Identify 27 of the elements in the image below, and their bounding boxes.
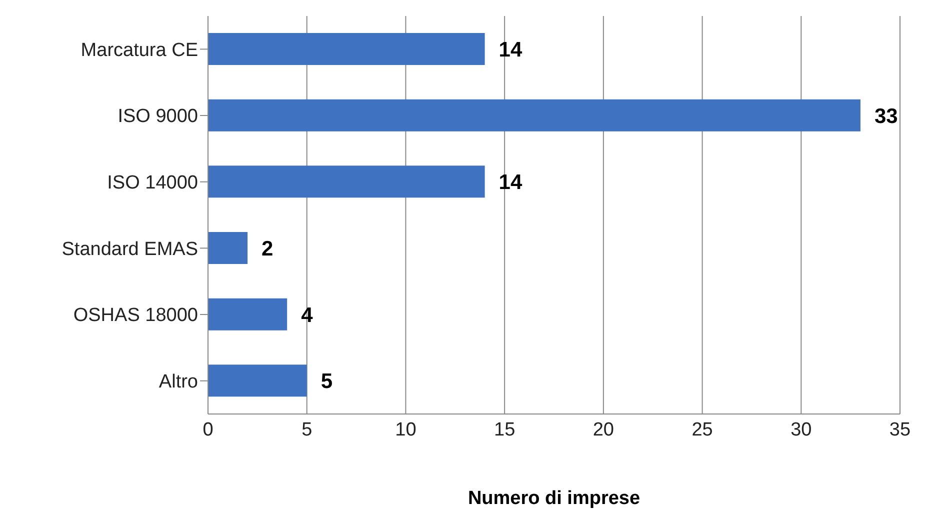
data-label: 4 (301, 304, 314, 327)
bar (208, 33, 485, 65)
x-tick-label: 20 (592, 419, 614, 440)
bar (208, 298, 288, 330)
data-label: 2 (262, 237, 274, 260)
data-label: 14 (498, 171, 522, 194)
x-tick-label: 5 (302, 419, 312, 440)
y-tick-label: ISO 14000 (107, 172, 198, 194)
data-label: 14 (498, 38, 522, 62)
bar (208, 232, 248, 264)
x-tick-label: 10 (395, 419, 416, 440)
data-label: 5 (320, 370, 333, 394)
bar (208, 166, 485, 198)
y-tick-label: OSHAS 18000 (73, 305, 198, 326)
y-tick-label: ISO 9000 (118, 106, 198, 128)
y-tick-label: Standard EMAS (62, 238, 198, 260)
bar (208, 364, 307, 397)
x-tick-label: 35 (889, 419, 911, 440)
x-tick-label: 15 (494, 419, 516, 440)
y-tick-label: Altro (158, 372, 198, 393)
data-label: 33 (874, 104, 898, 128)
bar (208, 99, 860, 132)
x-tick-label: 25 (692, 419, 713, 440)
y-tick-label: Marcatura CE (80, 40, 198, 61)
x-tick-label: 30 (790, 419, 812, 440)
x-tick-label: 0 (202, 419, 214, 440)
x-axis-title: Numero di imprese (468, 488, 640, 509)
